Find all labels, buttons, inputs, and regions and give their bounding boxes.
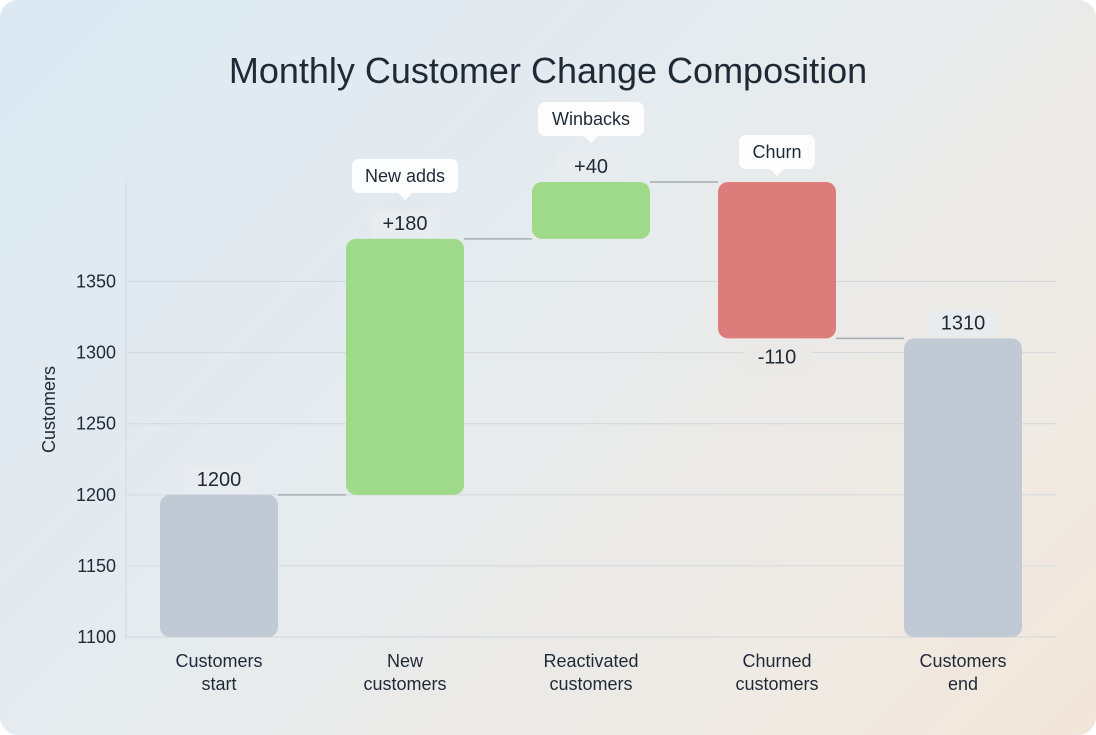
x-tick-label: customers [363,674,446,694]
y-axis-label: Customers [39,366,59,453]
value-label: +40 [574,156,608,178]
callout-label: Winbacks [552,109,630,129]
value-label-bg [557,154,625,180]
x-tick-label: Customers [919,651,1006,671]
callout-box [352,158,458,200]
x-tick-label: New [387,651,424,671]
y-tick-label: 1350 [76,272,116,292]
bar [346,238,464,495]
value-label-bg [743,344,811,371]
y-tick-label: 1100 [77,627,116,647]
callout-box [538,102,644,143]
callout-label: Churn [752,142,801,162]
y-tick-label: 1250 [76,414,116,434]
y-tick-label: 1300 [76,343,116,363]
value-label-bg [371,210,439,237]
value-label: 1200 [197,469,242,491]
value-label: -110 [758,346,797,368]
x-tick-label: customers [735,674,818,694]
callout-box [739,135,815,176]
x-tick-label: Churned [742,651,811,671]
x-tick-label: Customers [175,651,262,671]
bar [532,182,650,239]
x-tick-label: end [948,674,978,694]
value-label-bg [929,310,997,337]
callout-label: New adds [365,166,445,186]
y-tick-label: 1150 [77,556,116,576]
bar [904,338,1022,637]
x-tick-label: Reactivated [543,651,638,671]
value-label: 1310 [941,312,986,334]
x-tick-label: customers [549,674,632,694]
x-tick-label: start [201,674,236,694]
chart-title: Monthly Customer Change Composition [228,50,868,91]
value-label: +180 [382,213,427,235]
bar [718,182,836,339]
y-tick-label: 1200 [76,485,116,505]
value-label-bg [185,466,253,493]
bar [160,494,278,637]
